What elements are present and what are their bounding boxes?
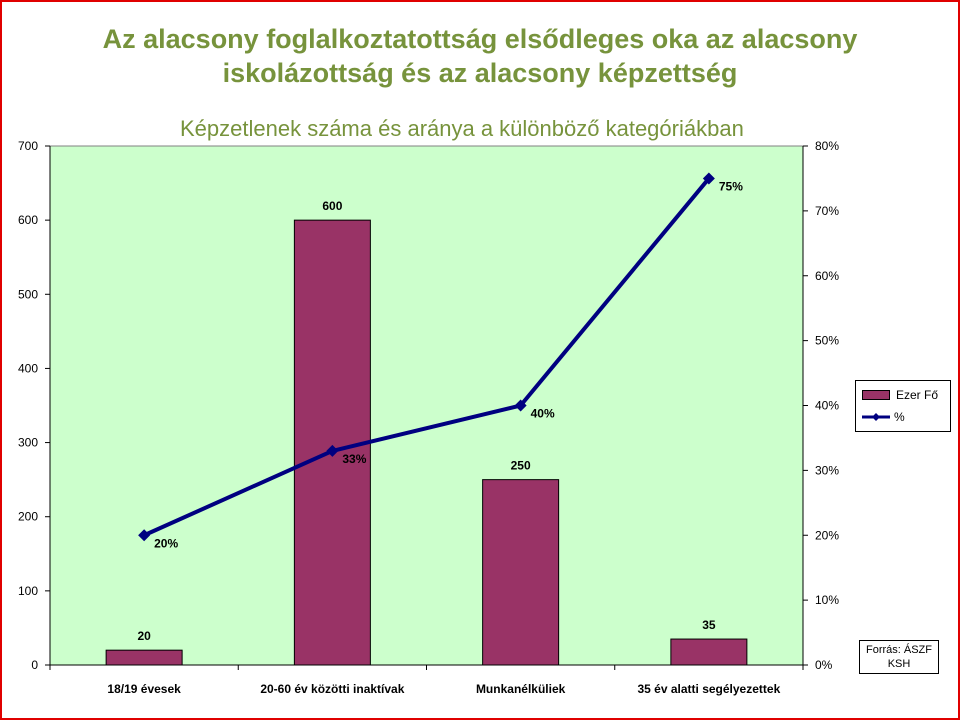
y-tick-label-left: 200 <box>18 510 38 524</box>
chart-legend: Ezer Fő % <box>855 380 951 432</box>
line-series <box>143 177 711 538</box>
line-marker <box>514 399 527 412</box>
y-tick-label-left: 700 <box>18 139 38 153</box>
bar-data-label: 600 <box>322 199 342 213</box>
y-tick-label-right: 50% <box>815 334 839 348</box>
legend-item-bar: Ezer Fő <box>862 387 938 403</box>
x-tick-label: 35 év alatti segélyezettek <box>637 682 780 696</box>
y-tick-label-left: 600 <box>18 213 38 227</box>
source-line-1: Forrás: ÁSZF <box>865 644 932 656</box>
y-tick-label-left: 500 <box>18 287 38 301</box>
y-tick-label-left: 0 <box>31 658 38 672</box>
bar-data-label: 20 <box>137 629 151 643</box>
bar <box>670 638 748 666</box>
x-tick-label: 18/19 évesek <box>107 682 181 696</box>
plot-area <box>49 145 804 666</box>
y-tick-label-left: 300 <box>18 436 38 450</box>
y-tick-label-right: 60% <box>815 269 839 283</box>
y-tick-label-right: 30% <box>815 463 839 477</box>
source-note: Forrás: ÁSZF KSH <box>859 640 939 674</box>
legend-swatch-bar <box>862 390 890 400</box>
y-tick-label-right: 40% <box>815 399 839 413</box>
legend-swatch-line <box>862 413 890 421</box>
y-tick-label-right: 20% <box>815 528 839 542</box>
slide-title: Az alacsony foglalkoztatottság elsődlege… <box>0 22 960 90</box>
x-tick-label: 20-60 év közötti inaktívak <box>260 682 404 696</box>
bar-data-label: 250 <box>511 459 531 473</box>
legend-label-line: % <box>894 410 905 424</box>
bar-data-label: 35 <box>702 618 716 632</box>
line-data-label: 75% <box>719 179 743 193</box>
y-tick-label-right: 0% <box>815 658 833 672</box>
line-data-label: 20% <box>154 536 178 550</box>
line-marker <box>326 444 339 457</box>
chart-title: Képzetlenek száma és aránya a különböző … <box>180 116 744 141</box>
bar <box>482 479 560 666</box>
source-line-2: KSH <box>887 658 911 670</box>
line-marker <box>138 529 151 542</box>
title-line-1: Az alacsony foglalkoztatottság elsődlege… <box>102 24 858 54</box>
line-data-label: 40% <box>531 407 555 421</box>
line-marker <box>702 172 715 185</box>
y-tick-label-right: 10% <box>815 593 839 607</box>
x-tick-label: Munkanélküliek <box>476 682 566 696</box>
legend-label-bar: Ezer Fő <box>896 388 939 402</box>
title-line-2: iskolázottság és az alacsony képzettség <box>222 58 738 88</box>
legend-item-line: % <box>862 409 905 425</box>
bar <box>105 649 183 666</box>
y-tick-label-left: 100 <box>18 584 38 598</box>
y-tick-label-right: 70% <box>815 204 839 218</box>
line-data-label: 33% <box>342 452 366 466</box>
y-tick-label-right: 80% <box>815 139 839 153</box>
y-tick-label-left: 400 <box>18 361 38 375</box>
